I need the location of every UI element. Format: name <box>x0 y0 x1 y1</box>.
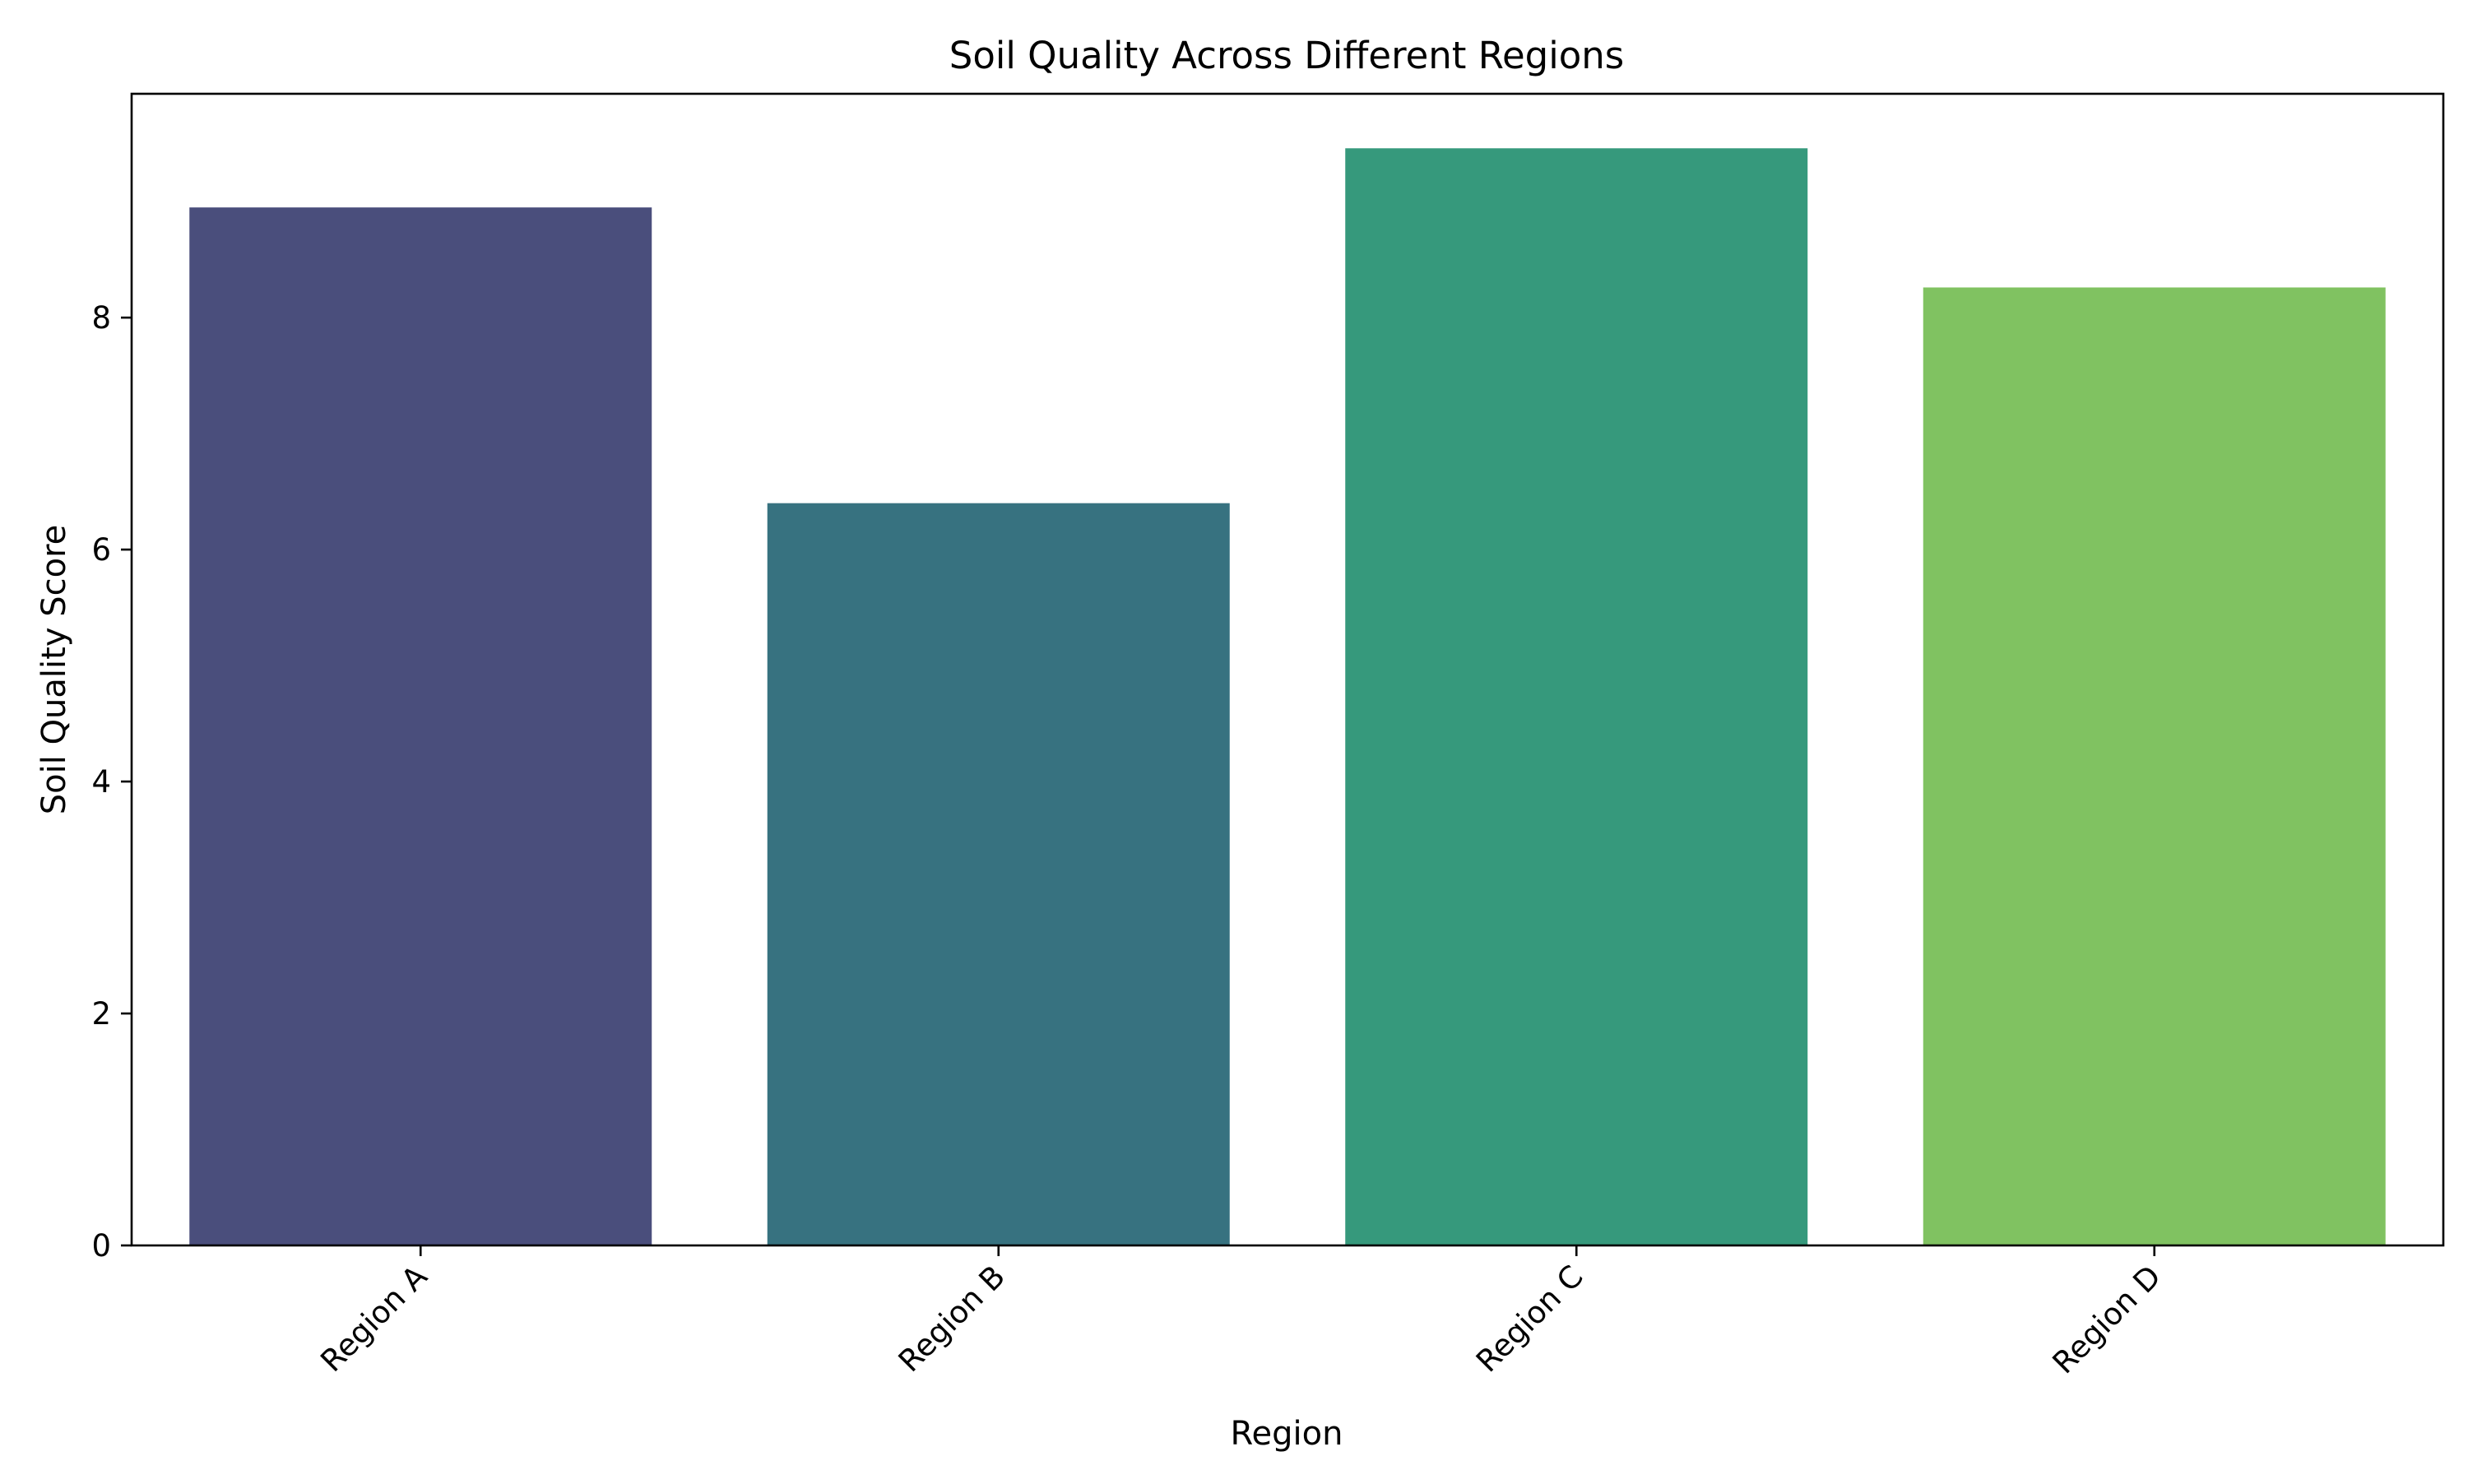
bar-region-d <box>1923 287 2386 1246</box>
bars-layer <box>189 148 2386 1246</box>
bar-region-b <box>767 503 1230 1245</box>
y-tick-label: 2 <box>91 996 111 1032</box>
chart-title: Soil Quality Across Different Regions <box>949 34 1624 77</box>
x-axis-ticks: Region A Region B Region C Region D <box>313 1245 2168 1380</box>
y-tick-label: 4 <box>91 764 111 800</box>
x-tick-label: Region B <box>892 1259 1012 1379</box>
y-axis-ticks: 0 2 4 6 8 <box>91 300 132 1264</box>
x-axis-label: Region <box>1231 1415 1343 1453</box>
y-axis-label: Soil Quality Score <box>35 525 73 814</box>
y-tick-label: 0 <box>91 1228 111 1264</box>
x-tick-label: Region D <box>2046 1259 2168 1380</box>
bar-region-a <box>189 207 652 1245</box>
y-tick-label: 6 <box>91 532 111 568</box>
x-tick-label: Region A <box>313 1259 434 1379</box>
plot-frame <box>130 92 2445 1247</box>
x-tick-label: Region C <box>1469 1259 1590 1380</box>
bar-region-c <box>1345 148 1808 1246</box>
y-tick-label: 8 <box>91 300 111 336</box>
